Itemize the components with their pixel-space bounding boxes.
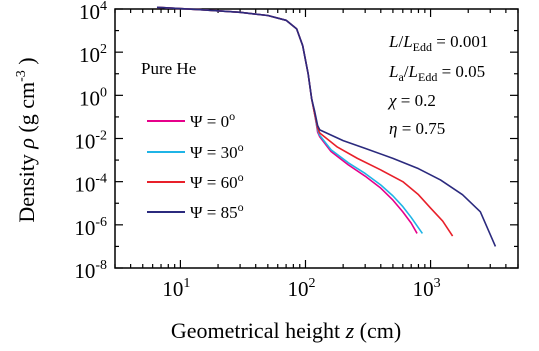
legend: Ψ = 0o Ψ = 30o Ψ = 60o Ψ = 85o (147, 109, 244, 222)
axis-titles: Geometrical height z (cm) Density ρ (g cm… (14, 57, 401, 343)
y-tick-label: 10-2 (74, 129, 107, 154)
y-tick-label: 10-6 (74, 215, 107, 240)
y-tick-label: 10-8 (74, 258, 107, 283)
y-tick-label: 104 (79, 0, 107, 24)
x-tick-label: 101 (162, 276, 190, 301)
annotation-eta: η = 0.75 (389, 119, 445, 138)
y-axis-title: Density ρ (g cm-3 ) (14, 57, 39, 222)
legend-label-1: Ψ = 30o (190, 140, 244, 162)
y-tick-label: 102 (79, 42, 107, 67)
annotation-accretion-ratio: La/LEdd = 0.05 (388, 62, 485, 84)
series-line-3 (156, 6, 497, 247)
annotation-luminosity-ratio: L/LEdd = 0.001 (388, 32, 488, 54)
annotation-chi: χ = 0.2 (387, 91, 436, 110)
annotation-composition: Pure He (141, 59, 196, 78)
x-axis-title: Geometrical height z (cm) (171, 318, 401, 343)
tick-marks (114, 8, 519, 269)
legend-label-3: Ψ = 85o (190, 200, 244, 222)
legend-label-0: Ψ = 0o (190, 109, 235, 131)
x-tick-label: 102 (287, 276, 315, 301)
legend-label-2: Ψ = 60o (190, 170, 244, 192)
tick-labels: 101 102 103 104 102 100 10-2 10-4 10-6 10-8 (74, 0, 440, 301)
y-tick-label: 10-4 (74, 172, 107, 197)
annotations: Pure He L/LEdd = 0.001 La/LEdd = 0.05 χ = 0… (141, 32, 488, 138)
series-lines (156, 6, 497, 247)
y-tick-label: 100 (79, 85, 107, 110)
x-tick-label: 103 (413, 276, 441, 301)
